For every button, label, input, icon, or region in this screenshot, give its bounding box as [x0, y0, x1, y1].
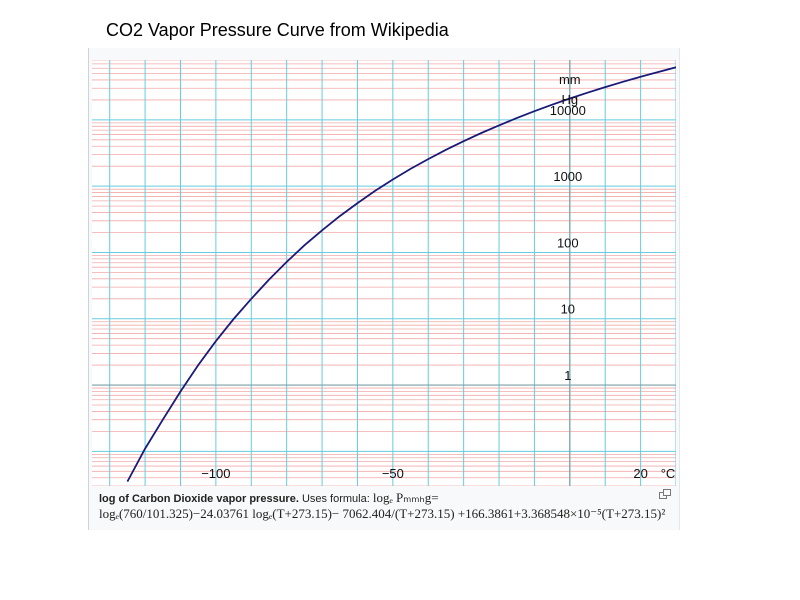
plot-background: [92, 60, 676, 486]
data-point: [586, 91, 588, 93]
data-point: [144, 447, 146, 449]
caption-uses: Uses formula:: [301, 493, 370, 505]
x-tick-label: 20: [633, 466, 647, 481]
x-unit-label: °C: [661, 466, 676, 481]
y-tick-label: 10000: [550, 103, 586, 118]
data-point: [162, 419, 164, 421]
data-point: [498, 124, 500, 126]
data-point: [409, 168, 411, 170]
y-tick-label: 10: [561, 302, 575, 317]
enlarge-icon[interactable]: [659, 489, 671, 499]
formula-lhs: logₑ Pₘₘₕg=: [372, 490, 439, 505]
major-grid: [92, 60, 676, 486]
x-tick-label: −50: [382, 466, 404, 481]
data-point: [215, 340, 217, 342]
chart: −100 −50 20 1 10 100 1000 10000 °C mm Hg: [92, 60, 676, 486]
data-point: [303, 244, 305, 246]
data-point: [126, 480, 128, 482]
data-point: [232, 318, 234, 320]
data-point: [374, 190, 376, 192]
data-point: [339, 215, 341, 217]
data-point: [268, 278, 270, 280]
data-point: [321, 229, 323, 231]
data-point: [462, 140, 464, 142]
data-point: [480, 132, 482, 134]
x-tick-label: −100: [201, 466, 230, 481]
minor-grid: [92, 60, 676, 486]
data-point: [639, 76, 641, 78]
y-unit-label-line1: mm: [559, 72, 581, 87]
data-point: [285, 261, 287, 263]
axes: [92, 60, 676, 486]
data-point: [533, 110, 535, 112]
y-tick-labels: 1 10 100 1000 10000: [550, 103, 586, 383]
data-point: [657, 71, 659, 73]
x-tick-labels: −100 −50 20: [201, 466, 648, 481]
data-point: [427, 158, 429, 160]
caption-line1: log of Carbon Dioxide vapor pressure. Us…: [99, 490, 439, 506]
series-line: [126, 66, 676, 483]
caption-bold: log of Carbon Dioxide vapor pressure.: [99, 493, 299, 505]
y-tick-label: 1000: [553, 169, 582, 184]
data-point: [179, 390, 181, 392]
data-point: [604, 86, 606, 88]
data-point: [516, 117, 518, 119]
data-point: [622, 81, 624, 83]
y-unit-label-line2: Hg: [562, 92, 579, 107]
data-point: [445, 149, 447, 151]
figure-caption: log of Carbon Dioxide vapor pressure. Us…: [97, 486, 675, 530]
data-point: [356, 202, 358, 204]
formula-rhs: logₑ(760/101.325)−24.03761 logₑ(T+273.15…: [99, 506, 666, 521]
data-point: [197, 364, 199, 366]
data-point: [250, 298, 252, 300]
data-point: [392, 178, 394, 180]
y-tick-label: 1: [564, 368, 571, 383]
page-title: CO2 Vapor Pressure Curve from Wikipedia: [106, 20, 449, 40]
y-tick-label: 100: [557, 235, 579, 250]
